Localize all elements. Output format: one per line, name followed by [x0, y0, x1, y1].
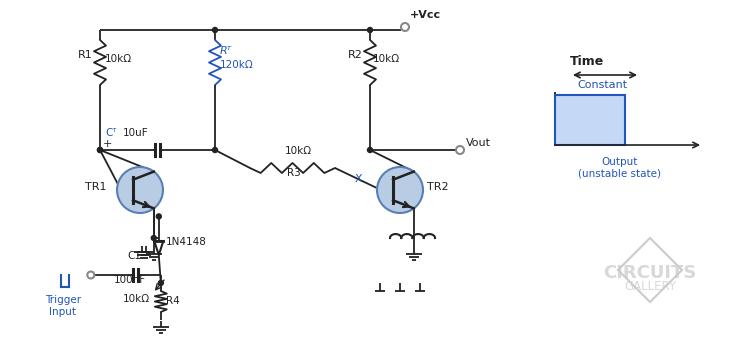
- Text: 10kΩ: 10kΩ: [373, 55, 400, 64]
- Circle shape: [401, 23, 409, 31]
- Circle shape: [152, 236, 156, 240]
- Text: 10uF: 10uF: [123, 128, 148, 138]
- Text: Cᵀ: Cᵀ: [105, 128, 116, 138]
- Text: Vout: Vout: [466, 138, 491, 148]
- Circle shape: [212, 28, 217, 33]
- Text: +: +: [103, 139, 112, 149]
- Circle shape: [117, 167, 163, 213]
- Text: R2: R2: [348, 49, 363, 60]
- Text: CIRCUITS: CIRCUITS: [603, 264, 697, 282]
- Text: Rᵀ: Rᵀ: [220, 47, 232, 56]
- Text: R3: R3: [287, 168, 302, 178]
- Text: Trigger
Input: Trigger Input: [45, 295, 81, 317]
- Circle shape: [98, 147, 103, 153]
- Text: TR1: TR1: [85, 182, 106, 192]
- Circle shape: [368, 28, 373, 33]
- Text: R4: R4: [166, 296, 179, 307]
- Text: TR2: TR2: [427, 182, 448, 192]
- Text: Output
(unstable state): Output (unstable state): [578, 157, 662, 178]
- Text: GALLERY: GALLERY: [624, 280, 676, 294]
- Circle shape: [368, 147, 373, 153]
- Text: Constant: Constant: [577, 80, 627, 90]
- Bar: [555, 95, 625, 145]
- Circle shape: [456, 146, 464, 154]
- Text: X: X: [355, 174, 363, 184]
- Circle shape: [158, 280, 164, 286]
- Text: 10kΩ: 10kΩ: [123, 294, 150, 303]
- Text: 10kΩ: 10kΩ: [105, 55, 132, 64]
- Circle shape: [87, 272, 94, 279]
- Circle shape: [212, 147, 217, 153]
- Text: Time: Time: [570, 55, 604, 68]
- Text: C1: C1: [128, 251, 142, 261]
- Circle shape: [156, 214, 161, 219]
- Text: R1: R1: [78, 49, 93, 60]
- Text: 1N4148: 1N4148: [166, 237, 207, 247]
- Polygon shape: [154, 241, 164, 255]
- Text: +Vcc: +Vcc: [410, 10, 441, 20]
- Text: 10kΩ: 10kΩ: [284, 146, 312, 156]
- Text: 100nF: 100nF: [114, 275, 146, 285]
- Circle shape: [98, 147, 103, 153]
- Circle shape: [377, 167, 423, 213]
- Text: 120kΩ: 120kΩ: [220, 61, 254, 70]
